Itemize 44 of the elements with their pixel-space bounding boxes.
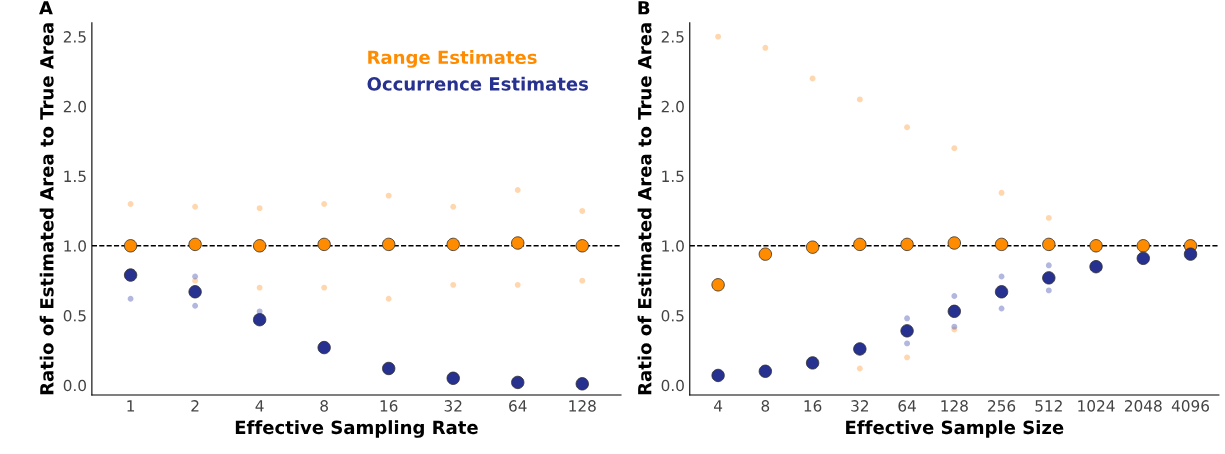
point <box>1045 262 1052 269</box>
y-tick-label: 1.0 <box>662 240 684 252</box>
x-axis-title: Effective Sample Size <box>846 420 1064 438</box>
text: Range Estimates <box>368 50 537 68</box>
y-axis-title: Ratio of Estimated Area to True Area <box>637 23 652 395</box>
x-axis-title: Effective Sampling Rate <box>235 420 478 438</box>
chart-title: A <box>39 1 53 15</box>
text: Occurrence Estimates <box>367 76 588 91</box>
y-tick-label: 2.0 <box>661 100 684 113</box>
x-tick-label: 16 <box>804 400 822 412</box>
x-tick-label: 2048 <box>1124 400 1162 412</box>
x-tick-label: 8 <box>320 400 328 412</box>
x-tick-label: 4 <box>255 400 264 412</box>
x-tick-label: 128 <box>941 400 968 412</box>
x-tick-label: 512 <box>1035 400 1062 412</box>
x-tick-label: 4 <box>714 400 723 412</box>
y-tick-label: 2.5 <box>661 31 684 43</box>
point <box>762 44 769 51</box>
point <box>856 365 863 372</box>
x-tick-label: 32 <box>444 400 462 412</box>
x-tick-label: 8 <box>761 400 770 412</box>
x-tick-label: 1024 <box>1078 400 1115 412</box>
point <box>809 75 816 82</box>
x-tick-label: 256 <box>988 400 1016 412</box>
y-tick-label: 0.5 <box>63 309 86 322</box>
x-tick-label: 4096 <box>1171 400 1210 412</box>
y-tick-label: 1.5 <box>64 170 86 183</box>
x-tick-label: 16 <box>380 400 398 412</box>
y-tick-label: 0.5 <box>661 309 684 322</box>
x-tick-label: 32 <box>851 400 869 412</box>
x-tick-label: 128 <box>569 400 596 412</box>
y-tick-label: 0.0 <box>661 379 684 392</box>
point <box>715 33 722 40</box>
y-tick-label: 2.5 <box>63 31 86 43</box>
x-tick-label: 2 <box>191 400 199 412</box>
x-tick-label: 64 <box>898 400 916 412</box>
y-tick-label: 1.0 <box>64 240 86 252</box>
x-tick-label: 1 <box>127 400 135 412</box>
y-tick-label: 2.0 <box>63 100 86 113</box>
y-tick-label: 1.5 <box>662 170 684 183</box>
y-axis-title: Ratio of Estimated Area to True Area <box>39 23 54 395</box>
chart-title: B <box>638 1 650 15</box>
x-tick-label: 64 <box>509 400 527 412</box>
y-tick-label: 0.0 <box>63 379 86 392</box>
